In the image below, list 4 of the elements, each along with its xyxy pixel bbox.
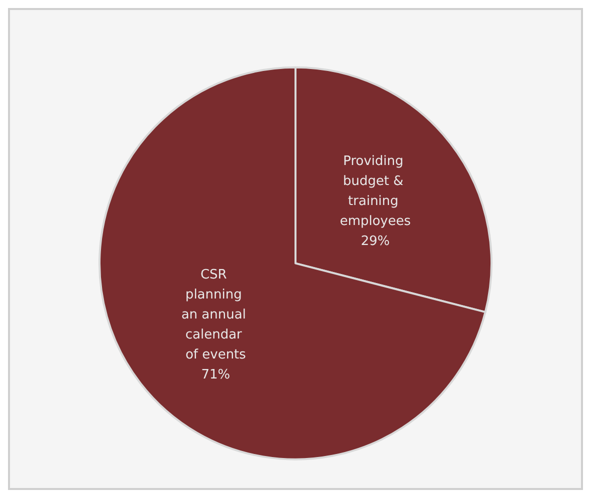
data-label: 71% <box>201 368 230 383</box>
slice-label: CSR planning an annual calendar of events <box>181 268 250 363</box>
slice-label: Providing budget & training employees <box>340 154 411 229</box>
data-label: 29% <box>360 234 390 249</box>
